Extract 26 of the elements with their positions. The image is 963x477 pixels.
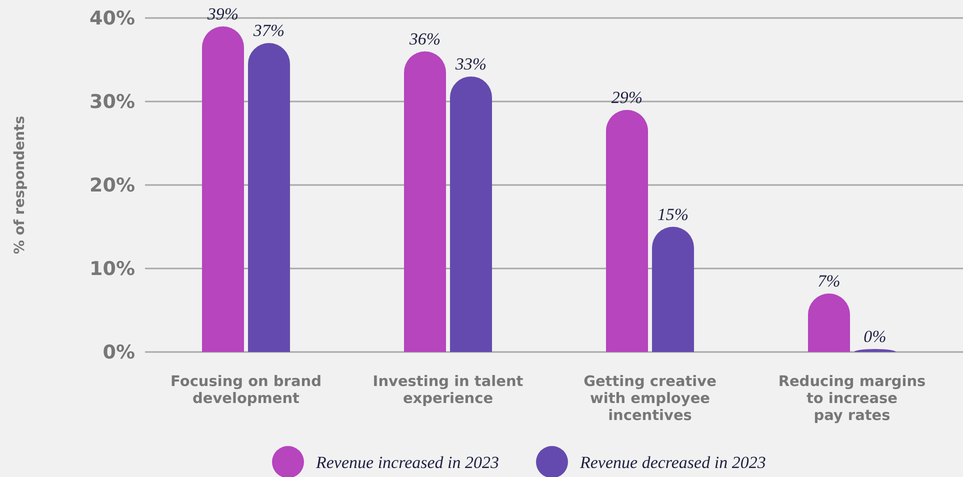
x-tick-label: Getting creative with employee incentives bbox=[584, 374, 717, 424]
x-tick-label: Investing in talent experience bbox=[372, 374, 524, 407]
y-tick-label: 10% bbox=[90, 258, 135, 280]
data-label: 7% bbox=[818, 272, 840, 291]
y-tick-label: 20% bbox=[90, 174, 135, 197]
data-label: 33% bbox=[454, 54, 487, 74]
bar bbox=[450, 76, 492, 352]
y-axis-title: % of respondents bbox=[12, 116, 28, 254]
data-label: 0% bbox=[864, 327, 886, 346]
bar bbox=[202, 26, 244, 352]
y-tick-label: 0% bbox=[102, 342, 135, 364]
bar bbox=[248, 43, 290, 352]
data-label: 37% bbox=[252, 21, 285, 40]
y-tick-label: 40% bbox=[90, 8, 135, 30]
bar bbox=[606, 110, 648, 352]
data-label: 39% bbox=[206, 4, 239, 24]
bar bbox=[652, 226, 694, 352]
data-label: 15% bbox=[657, 204, 689, 224]
x-tick-label: Focusing on brand development bbox=[170, 374, 322, 407]
bar bbox=[404, 51, 446, 352]
legend-label: Revenue decreased in 2023 bbox=[579, 452, 766, 472]
legend-label: Revenue increased in 2023 bbox=[315, 452, 499, 472]
y-tick-label: 30% bbox=[90, 91, 135, 114]
x-tick-label: Reducing margins to increase pay rates bbox=[778, 374, 926, 424]
data-label: 36% bbox=[408, 29, 441, 48]
data-label: 29% bbox=[611, 88, 643, 107]
